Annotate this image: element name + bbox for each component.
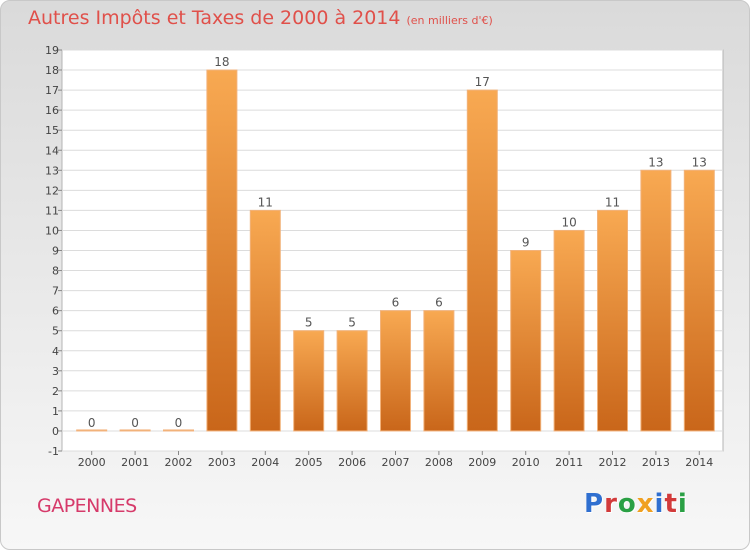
logo-letter: x — [636, 489, 655, 519]
x-tick-label: 2007 — [382, 456, 410, 469]
logo-letter: i — [677, 489, 688, 519]
value-label: 6 — [392, 296, 400, 310]
x-tick-label: 2011 — [555, 456, 583, 469]
bar-2000 — [76, 429, 108, 432]
y-tick-label: 6 — [52, 305, 59, 318]
bar-2002 — [163, 429, 194, 432]
x-tick-label: 2014 — [685, 456, 713, 469]
x-tick-label: 2010 — [512, 456, 540, 469]
value-label: 11 — [258, 195, 273, 209]
x-tick-label: 2000 — [78, 456, 106, 469]
y-tick-label: 16 — [45, 104, 59, 117]
y-tick-label: 0 — [52, 425, 59, 438]
value-label: 5 — [348, 316, 356, 330]
y-tick-label: 4 — [52, 345, 59, 358]
logo-letter: t — [664, 489, 678, 519]
y-tick-label: 10 — [45, 224, 59, 237]
y-tick-label: 15 — [45, 124, 59, 137]
bar-2012 — [597, 209, 628, 432]
y-tick-label: 5 — [52, 325, 59, 338]
y-tick-label: 9 — [52, 245, 59, 258]
bar-2014 — [683, 169, 715, 432]
y-tick-label: 7 — [52, 285, 59, 298]
bar-2005 — [293, 330, 325, 432]
chart-title: Autres Impôts et Taxes de 2000 à 2014 (en… — [28, 7, 493, 29]
x-tick-label: 2012 — [599, 456, 627, 469]
y-tick-label: 18 — [45, 64, 59, 77]
place-name: GAPENNES — [37, 495, 137, 517]
y-tick-label: -1 — [48, 445, 59, 458]
bar-2003 — [206, 69, 238, 432]
value-label: 10 — [561, 215, 576, 229]
x-tick-label: 2001 — [121, 456, 149, 469]
value-label: 0 — [131, 416, 139, 430]
logo-letter: i — [654, 489, 665, 519]
bar-2013 — [640, 169, 672, 432]
bar-2010 — [510, 250, 542, 432]
y-tick-label: 17 — [45, 84, 59, 97]
x-tick-label: 2004 — [251, 456, 279, 469]
y-tick-label: 19 — [45, 44, 59, 57]
value-label: 18 — [214, 55, 229, 69]
bar-2007 — [380, 310, 411, 432]
y-tick-label: 13 — [45, 164, 59, 177]
x-tick-label: 2002 — [165, 456, 193, 469]
value-label: 0 — [88, 416, 96, 430]
chart-title-text: Autres Impôts et Taxes de 2000 à 2014 — [28, 7, 401, 29]
bar-2001 — [119, 429, 151, 432]
value-label: 5 — [305, 316, 313, 330]
proxiti-logo[interactable]: Proxiti — [584, 489, 688, 519]
x-tick-label: 2006 — [338, 456, 366, 469]
y-tick-label: 12 — [45, 184, 59, 197]
x-tick-label: 2009 — [468, 456, 496, 469]
logo-letter: o — [617, 489, 637, 519]
y-tick-label: 8 — [52, 265, 59, 278]
y-tick-label: 3 — [52, 365, 59, 378]
x-tick-label: 2008 — [425, 456, 453, 469]
value-label: 13 — [648, 155, 663, 169]
value-label: 11 — [605, 195, 620, 209]
value-label: 0 — [175, 416, 183, 430]
x-tick-label: 2003 — [208, 456, 236, 469]
bar-2008 — [423, 310, 455, 432]
x-tick-label: 2005 — [295, 456, 323, 469]
y-tick-label: 14 — [45, 144, 59, 157]
y-tick-label: 1 — [52, 405, 59, 418]
value-label: 13 — [692, 155, 707, 169]
logo-letter: P — [584, 489, 605, 519]
bar-2006 — [336, 330, 368, 432]
bar-2009 — [466, 89, 498, 432]
value-label: 9 — [522, 236, 530, 250]
y-tick-label: 11 — [45, 204, 59, 217]
bar-2011 — [553, 229, 585, 432]
y-tick-label: 2 — [52, 385, 59, 398]
value-label: 6 — [435, 296, 443, 310]
bar-2004 — [249, 209, 281, 432]
x-tick-label: 2013 — [642, 456, 670, 469]
logo-letter: r — [604, 489, 618, 519]
value-label: 17 — [475, 75, 490, 89]
chart-unit: (en milliers d'€) — [406, 14, 493, 27]
